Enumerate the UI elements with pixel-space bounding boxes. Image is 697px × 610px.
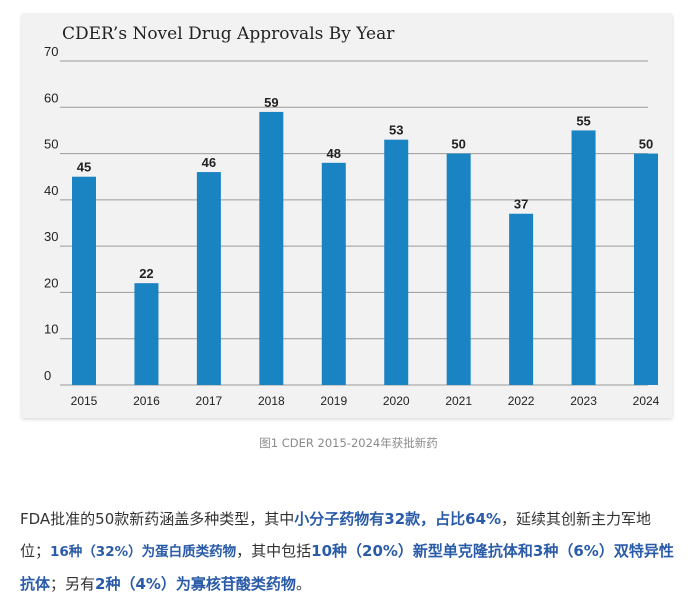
x-tick-label: 2024	[633, 394, 660, 408]
bar	[446, 153, 471, 385]
data-label: 22	[139, 266, 153, 281]
y-tick-label: 70	[44, 44, 58, 59]
y-tick-label: 20	[44, 275, 58, 290]
bar	[634, 153, 658, 385]
summary-paragraph: FDA批准的50款新药涵盖多种类型，其中小分子药物有32款，占比64%，延续其创…	[20, 503, 680, 600]
x-tick-label: 2020	[383, 394, 410, 408]
data-label: 50	[451, 137, 465, 152]
data-label: 53	[389, 123, 403, 138]
x-tick-label: 2019	[320, 394, 347, 408]
y-tick-label: 40	[44, 183, 58, 198]
figure-caption: 图1 CDER 2015-2024年获批新药	[259, 436, 438, 450]
bars	[72, 111, 658, 386]
x-tick-label: 2018	[258, 394, 285, 408]
body-text: 。	[295, 575, 311, 593]
data-label: 59	[264, 95, 278, 110]
chart-title: CDER’s Novel Drug Approvals By Year	[62, 24, 395, 44]
highlighted-text: 16种（32%）为蛋白质类药物	[50, 544, 237, 560]
x-axis-ticks: 2015 2016 2017 2018 2019 2020 2021 2022 2023 2024	[71, 394, 660, 408]
x-tick-label: 2016	[133, 394, 160, 408]
body-text: ，延续其创新主力军地位；	[20, 510, 652, 560]
y-tick-label: 30	[44, 229, 58, 244]
data-label: 37	[514, 197, 528, 212]
body-text: FDA批准的50款新药涵盖多种类型，其中	[20, 510, 295, 528]
highlighted-text: 10种（20%）新型单克隆抗体和3种（6%）双特异性抗体	[20, 542, 674, 593]
x-tick-label: 2017	[196, 394, 223, 408]
x-tick-label: 2022	[508, 394, 535, 408]
y-tick-label: 60	[44, 90, 58, 105]
body-text: ，其中包括	[236, 542, 312, 560]
bar	[321, 162, 346, 385]
x-tick-label: 2015	[71, 394, 98, 408]
y-tick-label: 50	[44, 137, 58, 152]
highlighted-text: 2种（4%）为寡核苷酸类药物	[95, 575, 296, 593]
data-label: 45	[77, 160, 91, 175]
data-label: 50	[639, 137, 653, 152]
bar	[196, 172, 221, 385]
body-text: ；另有	[50, 575, 96, 593]
bar-chart: CDER’s Novel Drug Approvals By Year 0 10 2…	[44, 24, 660, 408]
y-axis-ticks: 0 10 20 30 40 50 60 70	[44, 44, 58, 383]
data-label: 48	[327, 146, 341, 161]
chart-card: CDER’s Novel Drug Approvals By Year 0 10 2…	[22, 14, 672, 418]
bar	[384, 139, 409, 385]
data-labels: 45 22 46 59 48 53 50 37 55 50	[77, 95, 653, 281]
x-tick-label: 2021	[445, 394, 472, 408]
bar	[571, 130, 596, 385]
data-label: 55	[576, 113, 590, 128]
bar	[509, 213, 534, 385]
x-tick-label: 2023	[570, 394, 597, 408]
y-tick-label: 0	[44, 368, 51, 383]
highlighted-text: 小分子药物有32款，占比64%	[294, 510, 502, 528]
bar	[72, 176, 96, 385]
bar	[259, 111, 284, 386]
y-tick-label: 10	[44, 322, 58, 337]
data-label: 46	[202, 155, 216, 170]
bar	[134, 283, 159, 385]
